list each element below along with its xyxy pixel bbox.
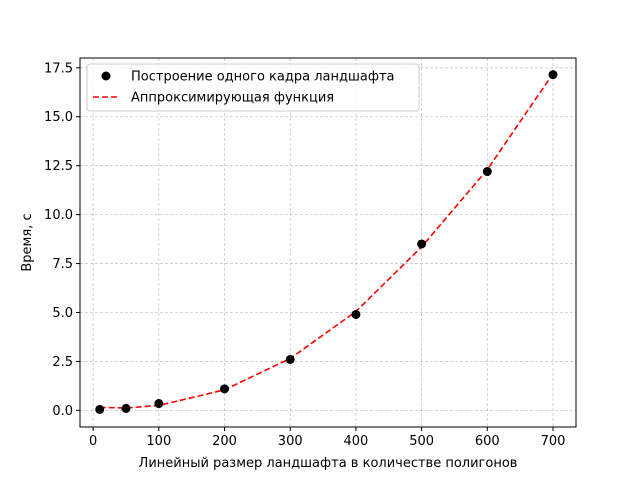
legend-box xyxy=(86,63,420,112)
x-tick-label: 200 xyxy=(212,434,237,449)
legend-label-line: Аппроксимирующая функция xyxy=(131,91,334,106)
x-tick-label: 300 xyxy=(278,434,303,449)
data-point xyxy=(548,70,558,80)
legend-label-scatter: Построение одного кадра ландшафта xyxy=(131,70,394,85)
legend: Построение одного кадра ландшафта Аппрок… xyxy=(86,63,420,112)
x-tick-label: 100 xyxy=(146,434,171,449)
y-tick-label: 10.0 xyxy=(44,208,73,223)
x-tick-label: 0 xyxy=(89,434,97,449)
plot-frame xyxy=(79,57,577,428)
y-tick-label: 12.5 xyxy=(44,159,73,174)
data-point xyxy=(351,309,361,319)
fit-line xyxy=(99,73,554,409)
x-tick-label: 600 xyxy=(475,434,500,449)
y-tick-label: 0.0 xyxy=(52,404,73,419)
legend-marker-scatter xyxy=(101,71,111,81)
y-tick-label: 7.5 xyxy=(52,257,73,272)
data-point xyxy=(220,384,230,394)
y-tick-label: 5.0 xyxy=(52,306,73,321)
y-tick-label: 15.0 xyxy=(44,110,73,125)
data-point xyxy=(121,403,131,413)
y-tick-label: 17.5 xyxy=(44,61,73,76)
x-tick-label: 500 xyxy=(409,434,434,449)
x-tick-label: 400 xyxy=(344,434,369,449)
data-point xyxy=(482,167,492,177)
data-point xyxy=(154,399,164,409)
axis-ticks: 0 100 200 300 400 500 600 700 0.0 2.5 5.0 7.5 10.0 12… xyxy=(44,61,565,449)
plot-series xyxy=(95,70,558,414)
data-point xyxy=(95,404,105,414)
grid xyxy=(80,58,576,427)
data-point xyxy=(285,354,295,364)
x-tick-label: 700 xyxy=(541,434,566,449)
x-axis-label: Линейный размер ландшафта в количестве п… xyxy=(139,456,518,471)
y-axis-label: Время, с xyxy=(20,213,35,271)
y-tick-label: 2.5 xyxy=(52,355,73,370)
data-point xyxy=(417,239,427,249)
